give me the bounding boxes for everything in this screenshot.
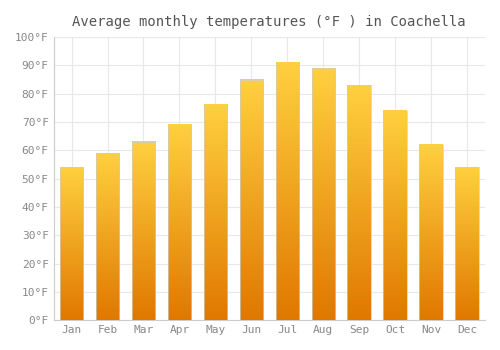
Bar [312, 68, 335, 320]
Bar [204, 105, 227, 320]
Bar [240, 79, 263, 320]
Bar [60, 167, 84, 320]
Bar [348, 85, 371, 320]
Title: Average monthly temperatures (°F ) in Coachella: Average monthly temperatures (°F ) in Co… [72, 15, 466, 29]
Bar [384, 111, 407, 320]
Bar [132, 142, 155, 320]
Bar [276, 63, 299, 320]
Bar [96, 153, 119, 320]
Bar [168, 125, 191, 320]
Bar [420, 145, 443, 320]
Bar [456, 167, 478, 320]
